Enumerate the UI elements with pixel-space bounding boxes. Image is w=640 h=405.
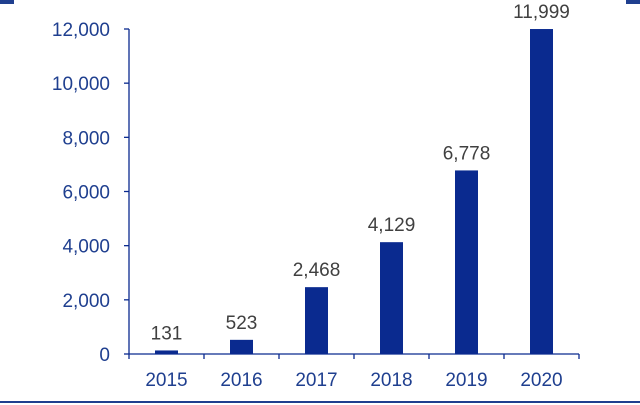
x-tick-label-2015: 2015 — [145, 370, 187, 391]
frame-bottom-line — [0, 401, 640, 403]
y-tick-label: 12,000 — [52, 20, 110, 41]
bar-2019 — [455, 170, 478, 354]
data-labels: 131 523 2,468 4,129 6,778 11,999 — [151, 2, 570, 344]
x-axis-ticks: 2015 2016 2017 2018 2019 2020 — [128, 354, 580, 391]
axes — [128, 29, 579, 355]
bar-2018 — [380, 242, 403, 354]
bar-2016 — [230, 339, 253, 354]
x-tick-label-2020: 2020 — [520, 370, 562, 391]
y-tick-label: 6,000 — [62, 183, 110, 204]
data-label-2017: 2,468 — [293, 260, 341, 281]
data-label-2018: 4,129 — [368, 215, 416, 236]
data-label-2019: 6,778 — [443, 143, 491, 164]
y-tick-label: 4,000 — [62, 237, 110, 258]
x-tick-label-2017: 2017 — [295, 370, 337, 391]
bar-2017 — [305, 287, 328, 354]
x-tick-label-2016: 2016 — [220, 370, 262, 391]
bars — [155, 29, 553, 355]
frame-accent-left — [0, 0, 14, 4]
bar-2020 — [530, 29, 553, 355]
y-tick-label: 0 — [99, 345, 110, 366]
y-tick-label: 8,000 — [62, 128, 110, 149]
data-label-2016: 523 — [226, 313, 258, 334]
data-label-2015: 131 — [151, 323, 183, 344]
x-tick-label-2018: 2018 — [370, 370, 412, 391]
y-tick-label: 2,000 — [62, 291, 110, 312]
y-tick-label: 10,000 — [52, 74, 110, 95]
data-label-2020: 11,999 — [513, 2, 570, 23]
x-tick-label-2019: 2019 — [445, 370, 487, 391]
y-axis-ticks: 0 2,000 4,000 6,000 8,000 10,000 12,000 — [52, 20, 129, 366]
frame-accent-right — [626, 0, 640, 4]
bar-2015 — [155, 350, 178, 354]
